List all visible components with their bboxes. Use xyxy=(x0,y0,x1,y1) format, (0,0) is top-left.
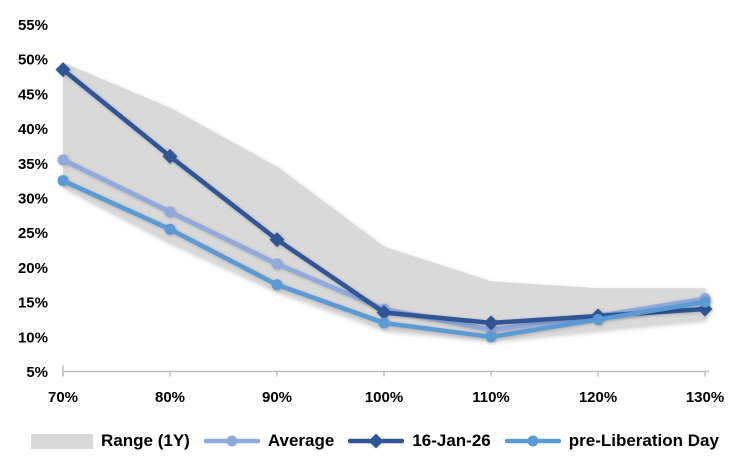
y-tick-label: 10% xyxy=(18,329,48,346)
chart-area: 55% 50% 45% 40% 35% 30% 25% 20% 15% 10% 5% 70% 80% 90… xyxy=(18,17,724,406)
jan16-line-swatch xyxy=(348,433,405,449)
y-tick-label: 30% xyxy=(18,191,48,208)
range-band xyxy=(63,62,705,341)
x-tick-label: 70% xyxy=(48,389,78,406)
y-tick-label: 50% xyxy=(18,52,48,69)
pre-liberation-day-marker xyxy=(485,331,497,343)
pre-liberation-day-marker xyxy=(699,296,711,308)
average-marker xyxy=(164,206,176,218)
y-tick-label: 45% xyxy=(18,86,48,103)
x-tick-label: 130% xyxy=(686,389,724,406)
legend-item-preliberation: pre-Liberation Day xyxy=(504,431,719,451)
y-tick-label: 55% xyxy=(18,17,48,34)
average-line-swatch xyxy=(203,435,260,447)
legend-swatch-shape xyxy=(527,435,539,447)
legend-label-16jan26: 16-Jan-26 xyxy=(412,431,491,450)
chart-legend: Range (1Y) Average 16-Jan-26 pre-Liberat… xyxy=(0,424,750,458)
pre-liberation-day-series xyxy=(57,175,711,343)
legend-item-16jan26: 16-Jan-26 xyxy=(348,431,491,451)
pre-liberation-day-marker xyxy=(57,175,69,187)
y-tick-label: 15% xyxy=(18,295,48,312)
legend-label-range: Range (1Y) xyxy=(101,431,190,450)
y-tick-label: 5% xyxy=(26,364,48,381)
y-tick-label: 40% xyxy=(18,121,48,138)
legend-label-preliberation: pre-Liberation Day xyxy=(568,431,719,450)
preliberation-line-swatch xyxy=(504,435,561,447)
pre-liberation-day-marker xyxy=(271,279,283,291)
legend-item-average: Average xyxy=(203,431,335,451)
legend-swatch-shape xyxy=(368,433,384,449)
x-tick-label: 110% xyxy=(472,389,510,406)
x-tick-label: 80% xyxy=(155,389,185,406)
average-marker xyxy=(271,258,283,270)
legend-swatch-shape xyxy=(226,435,238,447)
x-tick-label: 90% xyxy=(262,389,292,406)
y-tick-label: 35% xyxy=(18,156,48,173)
legend-label-average: Average xyxy=(267,431,335,450)
16-jan-26-marker xyxy=(376,305,392,321)
y-tick-label: 20% xyxy=(18,260,48,277)
chart-canvas: 55% 50% 45% 40% 35% 30% 25% 20% 15% 10% 5%70% 80% 90… xyxy=(18,17,724,406)
average-marker xyxy=(57,154,69,166)
x-tick-label: 120% xyxy=(579,389,617,406)
pre-liberation-day-marker xyxy=(164,223,176,235)
16-jan-26-marker xyxy=(483,315,499,331)
16-jan-26-marker xyxy=(162,148,178,164)
16-jan-26-marker xyxy=(55,62,71,78)
y-tick-label: 25% xyxy=(18,225,48,242)
x-tick-label: 100% xyxy=(365,389,403,406)
16-jan-26-marker xyxy=(269,232,285,248)
pre-liberation-day-marker xyxy=(592,313,604,325)
legend-item-range: Range (1Y) xyxy=(31,431,190,451)
range-band-swatch xyxy=(31,433,94,449)
pre-liberation-day-marker xyxy=(378,317,390,329)
